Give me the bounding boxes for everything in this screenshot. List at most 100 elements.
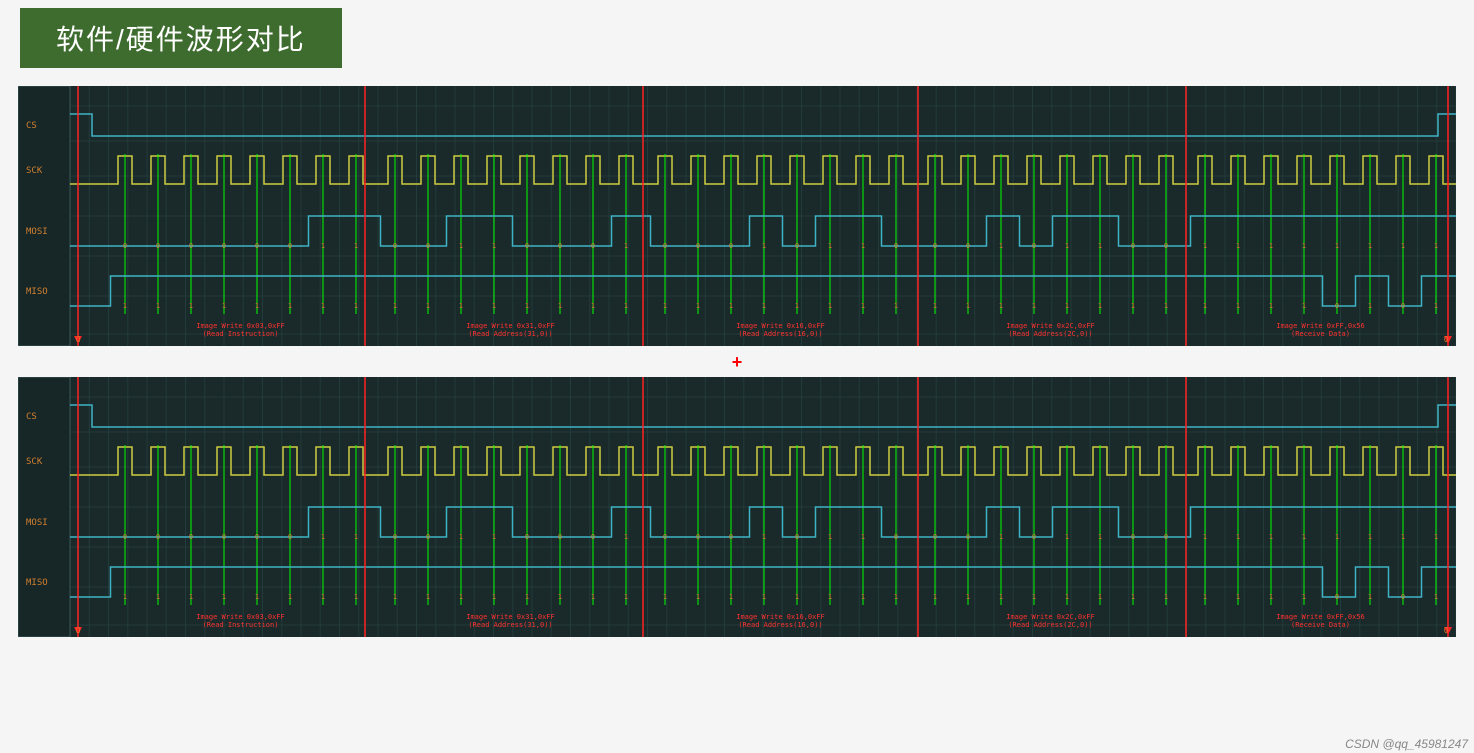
svg-text:(Read Address(31,0)): (Read Address(31,0)) [468,621,552,629]
svg-text:0: 0 [156,533,160,541]
svg-text:1: 1 [1269,533,1273,541]
svg-text:1: 1 [558,593,562,601]
svg-text:1: 1 [1368,533,1372,541]
svg-text:0: 0 [1335,302,1339,310]
svg-text:1: 1 [1065,533,1069,541]
svg-text:MOSI: MOSI [26,227,48,237]
svg-text:1: 1 [1131,302,1135,310]
svg-text:1: 1 [624,593,628,601]
svg-text:(Read Address(16,0)): (Read Address(16,0)) [738,330,822,338]
svg-text:1: 1 [933,593,937,601]
svg-text:0: 0 [894,242,898,250]
svg-text:1: 1 [1434,593,1438,601]
svg-text:1: 1 [1098,533,1102,541]
svg-text:1: 1 [795,593,799,601]
svg-text:1: 1 [624,302,628,310]
svg-text:0: 0 [189,533,193,541]
svg-text:Image Write 0x2C,0xFF: Image Write 0x2C,0xFF [1006,322,1095,330]
svg-text:0: 0 [933,533,937,541]
svg-text:1: 1 [1269,593,1273,601]
svg-text:Image Write 0x03,0xFF: Image Write 0x03,0xFF [196,613,285,621]
svg-text:(Read Instruction): (Read Instruction) [203,621,279,629]
svg-text:Image Write 0x03,0xFF: Image Write 0x03,0xFF [196,322,285,330]
svg-text:0: 0 [795,242,799,250]
svg-text:1: 1 [729,302,733,310]
svg-text:(Read Address(2C,0)): (Read Address(2C,0)) [1008,621,1092,629]
svg-text:1: 1 [492,242,496,250]
svg-text:0: 0 [558,533,562,541]
svg-text:1: 1 [624,242,628,250]
svg-text:0: 0 [123,242,127,250]
svg-text:1: 1 [288,302,292,310]
svg-text:1: 1 [321,593,325,601]
svg-text:1: 1 [1269,302,1273,310]
svg-text:1: 1 [1368,242,1372,250]
svg-text:1: 1 [591,302,595,310]
svg-text:1: 1 [696,302,700,310]
svg-text:1: 1 [321,533,325,541]
svg-text:CS: CS [26,121,37,131]
svg-text:1: 1 [828,533,832,541]
svg-text:Image Write 0xFF,0x56: Image Write 0xFF,0x56 [1276,322,1365,330]
svg-text:1: 1 [354,533,358,541]
svg-text:(Read Instruction): (Read Instruction) [203,330,279,338]
svg-text:1: 1 [354,302,358,310]
svg-text:0: 0 [729,242,733,250]
svg-text:1: 1 [861,533,865,541]
svg-text:0: 0 [729,533,733,541]
svg-text:0: 0 [393,242,397,250]
svg-text:0: 0 [393,533,397,541]
svg-text:0: 0 [1401,302,1405,310]
svg-text:Image Write 0x16,0xFF: Image Write 0x16,0xFF [736,322,825,330]
svg-text:1: 1 [123,593,127,601]
svg-text:1: 1 [123,302,127,310]
svg-text:1: 1 [1335,242,1339,250]
svg-text:(Receive Data): (Receive Data) [1291,621,1350,629]
svg-text:Image Write 0xFF,0x56: Image Write 0xFF,0x56 [1276,613,1365,621]
svg-text:1: 1 [459,302,463,310]
svg-text:0: 0 [426,533,430,541]
svg-text:1: 1 [354,593,358,601]
svg-text:1: 1 [1098,242,1102,250]
svg-text:0: 0 [222,242,226,250]
svg-text:1: 1 [861,242,865,250]
svg-text:1: 1 [1032,302,1036,310]
svg-text:1: 1 [591,593,595,601]
page-title: 软件/硬件波形对比 [20,8,342,68]
svg-text:1: 1 [1368,593,1372,601]
svg-text:1: 1 [1302,302,1306,310]
waveform-panel-software: CSSCKMOSIMISO000000110011000100010110001… [18,86,1456,346]
svg-text:0: 0 [1164,533,1168,541]
svg-text:1: 1 [1335,533,1339,541]
svg-text:1: 1 [1164,302,1168,310]
svg-text:0: 0 [156,242,160,250]
panels-container: CSSCKMOSIMISO000000110011000100010110001… [0,68,1474,661]
svg-text:0: 0 [288,242,292,250]
svg-text:1: 1 [1434,302,1438,310]
svg-text:1: 1 [189,593,193,601]
svg-text:1: 1 [1098,302,1102,310]
svg-text:SCK: SCK [26,457,43,467]
svg-text:1: 1 [558,302,562,310]
svg-text:1: 1 [1065,242,1069,250]
svg-text:1: 1 [1164,593,1168,601]
svg-text:1: 1 [1098,593,1102,601]
svg-text:1: 1 [459,242,463,250]
svg-text:1: 1 [525,302,529,310]
svg-text:0: 0 [894,533,898,541]
svg-text:1: 1 [762,533,766,541]
svg-text:0: 0 [966,242,970,250]
svg-text:1: 1 [933,302,937,310]
svg-text:0: 0 [591,533,595,541]
svg-text:1: 1 [1401,533,1405,541]
svg-text:0: 0 [1401,593,1405,601]
svg-text:0: 0 [76,626,81,635]
panel-separator: + [18,352,1456,373]
svg-text:Image Write 0x31,0xFF: Image Write 0x31,0xFF [466,322,555,330]
svg-text:0: 0 [255,242,259,250]
svg-text:0: 0 [558,242,562,250]
svg-text:1: 1 [1065,302,1069,310]
svg-text:0: 0 [663,533,667,541]
svg-text:1: 1 [828,242,832,250]
svg-text:1: 1 [1236,302,1240,310]
